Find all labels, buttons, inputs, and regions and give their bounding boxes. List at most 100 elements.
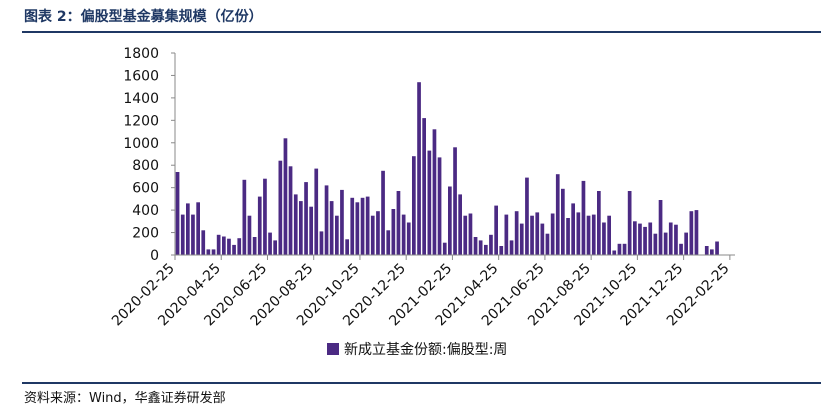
bar (427, 150, 432, 255)
bar (658, 200, 663, 255)
bar (401, 214, 406, 255)
title-divider (22, 31, 821, 33)
bar (319, 231, 324, 255)
bar (370, 215, 375, 255)
bar (206, 249, 211, 255)
bar (391, 209, 396, 255)
bar (309, 206, 313, 255)
y-tick-label: 1000 (123, 136, 159, 152)
bar (519, 223, 524, 255)
bar (365, 196, 370, 255)
bar (412, 156, 416, 255)
bar (453, 147, 457, 255)
y-tick-label: 400 (132, 203, 159, 219)
bar (586, 215, 591, 255)
bar (602, 222, 606, 255)
bar (684, 232, 688, 255)
y-tick-label: 1800 (123, 46, 159, 62)
bar (489, 234, 493, 255)
bar (555, 174, 560, 255)
bar (340, 189, 344, 255)
bar (345, 239, 349, 255)
bar (186, 203, 190, 255)
chart-title: 图表 2：偏股型基金募集规模（亿份） (24, 9, 263, 25)
bar (304, 182, 308, 255)
bar (622, 243, 627, 255)
bar (335, 215, 339, 255)
bar (180, 214, 185, 255)
bar-chart: 0200400600800100012001400160018002020-02… (109, 46, 735, 358)
bar (540, 223, 545, 255)
bar (242, 179, 247, 255)
bar (566, 218, 570, 255)
bar (704, 246, 709, 255)
y-tick-label: 1600 (123, 68, 159, 84)
bar (381, 170, 385, 255)
bar (694, 210, 699, 255)
bar (237, 238, 242, 255)
bar (468, 213, 473, 255)
bar (360, 197, 365, 255)
bar (283, 138, 288, 255)
source-divider (22, 382, 821, 384)
bar (422, 118, 426, 255)
bar (550, 213, 555, 255)
bar (227, 238, 231, 255)
bar (175, 172, 180, 255)
bar (263, 178, 267, 255)
bar (509, 240, 514, 255)
bar (612, 250, 617, 255)
bar (273, 240, 277, 255)
bar (191, 214, 195, 255)
bar (293, 194, 298, 255)
bar (432, 129, 437, 255)
y-tick-label: 1400 (123, 91, 159, 107)
bar (299, 201, 303, 255)
bar (504, 214, 509, 255)
bar (278, 160, 283, 255)
bar (617, 243, 622, 255)
bar (715, 241, 719, 255)
bar (643, 226, 647, 255)
bar (437, 157, 442, 255)
source-note: 资料来源：Wind，华鑫证券研发部 (24, 391, 226, 406)
bar (653, 233, 658, 255)
bar (324, 185, 329, 255)
y-tick-label: 600 (132, 181, 159, 197)
bar (710, 249, 714, 255)
bar (211, 249, 216, 255)
bar (514, 211, 519, 255)
bar (638, 223, 642, 255)
bar (355, 202, 360, 255)
bar (442, 242, 447, 255)
bar (478, 240, 483, 255)
bar (288, 166, 293, 255)
y-tick-label: 1200 (123, 113, 159, 129)
bar (448, 186, 452, 255)
bar (576, 212, 581, 255)
bar (196, 202, 200, 255)
bar (581, 180, 586, 255)
bar (571, 203, 575, 255)
bar (607, 215, 611, 255)
bar (633, 221, 637, 255)
title-bar: 图表 2：偏股型基金募集规模（亿份） (0, 0, 821, 31)
chart-area: 0 200 400 600 800 1000 1200 1400 1600 1800 2020-02… (0, 36, 821, 381)
bar (216, 234, 221, 255)
bar (329, 201, 334, 255)
bar (627, 191, 632, 255)
bar (561, 188, 565, 255)
bar (535, 212, 540, 255)
bar (668, 222, 673, 255)
bar (494, 205, 498, 255)
bar (463, 215, 468, 255)
bar (458, 194, 462, 255)
bar (545, 233, 550, 255)
bar (222, 236, 226, 255)
legend-swatch (327, 343, 339, 355)
bar (473, 237, 478, 255)
bar (376, 211, 380, 255)
bar (530, 215, 534, 255)
bar (679, 243, 683, 255)
y-tick-label: 0 (150, 248, 159, 264)
